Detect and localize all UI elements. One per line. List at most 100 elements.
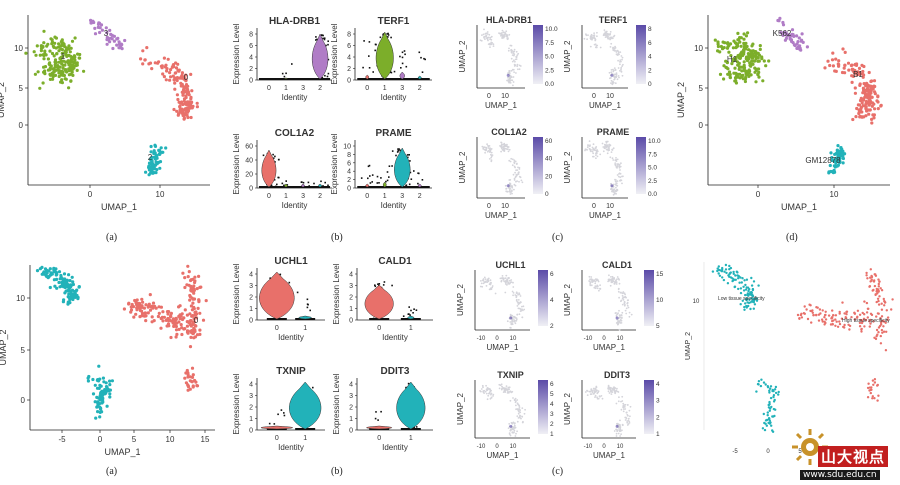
feature-top-col1a2-point bbox=[516, 162, 518, 165]
umap-top-d-point bbox=[746, 31, 750, 35]
umap-top-a-point bbox=[77, 56, 81, 60]
umap-bottom-d-point bbox=[879, 334, 882, 338]
caption-top-c: (c) bbox=[552, 232, 564, 243]
feature-bottom-uchl1-point bbox=[484, 278, 487, 280]
umap-bottom-a-point bbox=[64, 289, 68, 293]
feature-bottom-txnip-point bbox=[492, 395, 494, 397]
umap-bottom-a-point bbox=[193, 279, 197, 283]
feature-bottom-uchl1-point bbox=[482, 282, 485, 285]
feature-top-terf1-point bbox=[595, 44, 598, 47]
feature-bottom-cald1-point bbox=[611, 281, 614, 284]
umap-bottom-a-point bbox=[138, 315, 142, 319]
violin-bottom-ddit3-ytick-label: 2 bbox=[349, 405, 353, 412]
feature-top-hla-point bbox=[483, 35, 486, 38]
umap-bottom-a-point bbox=[161, 319, 165, 323]
umap-bottom-d-point bbox=[755, 297, 758, 300]
violin-top-terf1-xtick-label: 2 bbox=[418, 85, 422, 92]
umap-bottom-d-point bbox=[741, 299, 744, 302]
umap-bottom-d-point bbox=[769, 387, 772, 390]
umap-top-a-point bbox=[61, 71, 65, 75]
feature-top-col1a2-point bbox=[511, 158, 514, 161]
feature-bottom-cald1-point bbox=[594, 282, 597, 285]
umap-bottom-a-point bbox=[157, 305, 161, 309]
feature-top-prame-point bbox=[614, 164, 617, 167]
umap-bottom-d-point bbox=[747, 289, 750, 293]
umap-top-d-point bbox=[757, 59, 761, 63]
violin-bottom-ddit3-xtick-label: 0 bbox=[377, 435, 381, 442]
feature-bottom-txnip-point bbox=[506, 390, 509, 392]
feature-top-terf1-point bbox=[616, 53, 619, 56]
umap-top-d-xlabel: UMAP_1 bbox=[781, 202, 817, 212]
feature-bottom-ddit3-point bbox=[628, 422, 631, 424]
feature-top-terf1-point bbox=[610, 82, 612, 84]
feature-top-col1a2-point bbox=[511, 192, 513, 195]
umap-top-d-point bbox=[776, 18, 780, 23]
umap-top-a-point bbox=[110, 37, 114, 41]
umap-top-d-point bbox=[872, 84, 876, 88]
feature-top-terf1-point bbox=[617, 67, 620, 69]
violin-bottom-uchl1-ylabel: Expression Level bbox=[232, 263, 241, 324]
umap-top-d-point bbox=[854, 63, 859, 67]
feature-top-hla-point bbox=[485, 35, 488, 38]
umap-bottom-d-point bbox=[824, 318, 828, 321]
umap-top-a-point bbox=[179, 101, 183, 105]
feature-top-prame-ylabel: UMAP_2 bbox=[563, 151, 572, 184]
umap-bottom-d-point bbox=[719, 269, 722, 272]
feature-bottom-uchl1-point bbox=[505, 274, 508, 277]
feature-bottom-ddit3-point bbox=[607, 386, 610, 388]
umap-top-a-ytick-label: 5 bbox=[19, 84, 24, 93]
umap-top-d-point bbox=[866, 84, 871, 88]
umap-top-d-point bbox=[741, 73, 745, 77]
feature-bottom-ddit3-point bbox=[619, 430, 622, 432]
feature-top-prame-colorbar-label: 0.0 bbox=[648, 191, 657, 198]
umap-top-a-point bbox=[46, 68, 51, 72]
umap-top-a-point bbox=[183, 86, 187, 90]
umap-top-a-point bbox=[57, 60, 61, 64]
umap-top-d-point bbox=[726, 67, 730, 71]
umap-bottom-d-point bbox=[868, 285, 872, 288]
umap-top-a-point bbox=[35, 44, 39, 48]
violin-top-col1a2-dots bbox=[320, 180, 322, 183]
umap-top-a-point bbox=[75, 68, 79, 72]
feature-top-prame-point bbox=[610, 183, 612, 185]
feature-bottom-ddit3-point bbox=[591, 391, 594, 394]
feature-bottom-uchl1-point bbox=[516, 313, 519, 316]
umap-top-d-point bbox=[805, 45, 810, 49]
violin-bottom-ddit3-xtick-label: 1 bbox=[409, 435, 413, 442]
feature-bottom-ddit3-point bbox=[610, 387, 612, 389]
feature-top-prame-point bbox=[605, 140, 608, 143]
umap-top-d-point bbox=[853, 86, 857, 90]
feature-top-hla-point bbox=[516, 63, 519, 66]
feature-bottom-uchl1-point bbox=[516, 305, 519, 307]
violin-bottom-cald1-dots bbox=[391, 284, 393, 287]
umap-top-a-point bbox=[65, 70, 69, 74]
umap-top-d-point bbox=[788, 34, 792, 39]
feature-top-col1a2-point bbox=[482, 147, 485, 150]
umap-top-a-point bbox=[164, 146, 168, 150]
feature-top-col1a2-point bbox=[520, 179, 523, 182]
umap-bottom-d-point bbox=[771, 388, 774, 392]
violin-bottom-txnip-xtick-label: 1 bbox=[303, 435, 307, 442]
violin-top-col1a2-dots bbox=[276, 183, 278, 186]
violin-bottom-txnip-ylabel: Expression Level bbox=[232, 373, 241, 434]
feature-top-hla-point bbox=[483, 28, 485, 31]
umap-top-d-point bbox=[725, 61, 730, 65]
feature-top-prame-point bbox=[595, 149, 598, 152]
umap-bottom-a-point bbox=[191, 373, 195, 377]
feature-bottom-cald1-colorbar bbox=[644, 270, 654, 326]
umap-bottom-a-point bbox=[172, 324, 176, 328]
feature-bottom-uchl1-point bbox=[512, 281, 514, 284]
umap-bottom-a-point bbox=[192, 297, 197, 301]
violin-top-terf1-dots bbox=[424, 58, 426, 61]
umap-bottom-a-point bbox=[187, 270, 191, 274]
umap-bottom-d-point bbox=[879, 287, 882, 290]
umap-bottom-d-point bbox=[875, 315, 878, 318]
umap-top-d-point bbox=[853, 91, 858, 95]
feature-bottom-uchl1-point bbox=[521, 316, 524, 319]
violin-top-terf1-xtick-label: 1 bbox=[383, 85, 387, 92]
umap-top-d-point bbox=[742, 60, 746, 64]
umap-top-d-point bbox=[747, 55, 751, 60]
violin-top-prame-dots bbox=[378, 182, 380, 184]
umap-top-a-point bbox=[170, 65, 174, 69]
feature-top-hla-point bbox=[519, 65, 522, 67]
